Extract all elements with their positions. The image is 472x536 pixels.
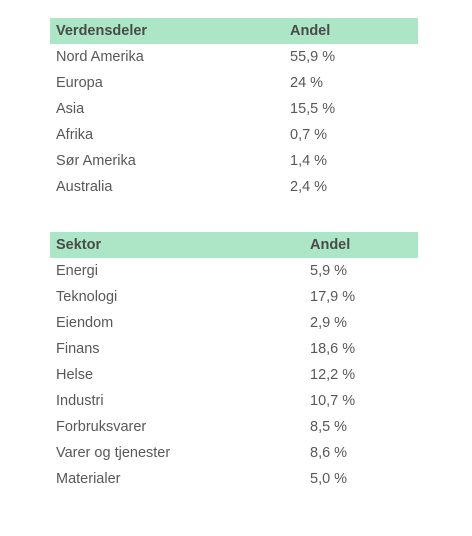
sector-name: Materialer [56, 471, 121, 487]
table-row: Nord Amerika 55,9 % [50, 44, 418, 70]
table-row: Asia 15,5 % [50, 96, 418, 122]
sector-name: Energi [56, 263, 98, 279]
table-row: Varer og tjenester 8,6 % [50, 440, 418, 466]
sector-share: 17,9 % [310, 289, 356, 305]
region-name: Asia [56, 101, 85, 117]
column-header-share: Andel [290, 23, 331, 39]
table-row: Sør Amerika 1,4 % [50, 148, 418, 174]
sector-share: 10,7 % [310, 393, 356, 409]
sector-share: 12,2 % [310, 367, 356, 383]
region-name: Sør Amerika [56, 153, 136, 169]
region-share: 15,5 % [290, 101, 336, 117]
regions-table: Verdensdeler Andel Nord Amerika 55,9 % E… [50, 18, 418, 200]
table-row: Afrika 0,7 % [50, 122, 418, 148]
region-name: Europa [56, 75, 103, 91]
table-row: Australia 2,4 % [50, 174, 418, 200]
sector-name: Helse [56, 367, 94, 383]
region-share: 0,7 % [290, 127, 328, 143]
sector-name: Eiendom [56, 315, 114, 331]
table-row: Energi 5,9 % [50, 258, 418, 284]
sector-share: 8,6 % [310, 445, 348, 461]
region-name: Australia [56, 179, 113, 195]
sector-share: 5,0 % [310, 471, 348, 487]
sector-share: 5,9 % [310, 263, 348, 279]
table-row: Europa 24 % [50, 70, 418, 96]
column-header-region: Verdensdeler [56, 23, 148, 39]
region-share: 55,9 % [290, 49, 336, 65]
sector-share: 8,5 % [310, 419, 348, 435]
table-row: Industri 10,7 % [50, 388, 418, 414]
column-header-sector: Sektor [56, 237, 102, 253]
sectors-table-header: Sektor Andel [50, 232, 418, 258]
sector-share: 18,6 % [310, 341, 356, 357]
table-row: Teknologi 17,9 % [50, 284, 418, 310]
sector-share: 2,9 % [310, 315, 348, 331]
region-share: 1,4 % [290, 153, 328, 169]
sector-name: Forbruksvarer [56, 419, 147, 435]
regions-table-header: Verdensdeler Andel [50, 18, 418, 44]
sector-name: Teknologi [56, 289, 118, 305]
sector-name: Finans [56, 341, 100, 357]
table-row: Finans 18,6 % [50, 336, 418, 362]
region-name: Afrika [56, 127, 94, 143]
table-row: Materialer 5,0 % [50, 466, 418, 492]
region-name: Nord Amerika [56, 49, 144, 65]
table-row: Forbruksvarer 8,5 % [50, 414, 418, 440]
column-header-share: Andel [310, 237, 351, 253]
region-share: 24 % [290, 75, 324, 91]
table-row: Eiendom 2,9 % [50, 310, 418, 336]
table-row: Helse 12,2 % [50, 362, 418, 388]
sector-name: Industri [56, 393, 104, 409]
sector-name: Varer og tjenester [56, 445, 171, 461]
sectors-table: Sektor Andel Energi 5,9 % Teknologi 17,9… [50, 232, 418, 492]
region-share: 2,4 % [290, 179, 328, 195]
